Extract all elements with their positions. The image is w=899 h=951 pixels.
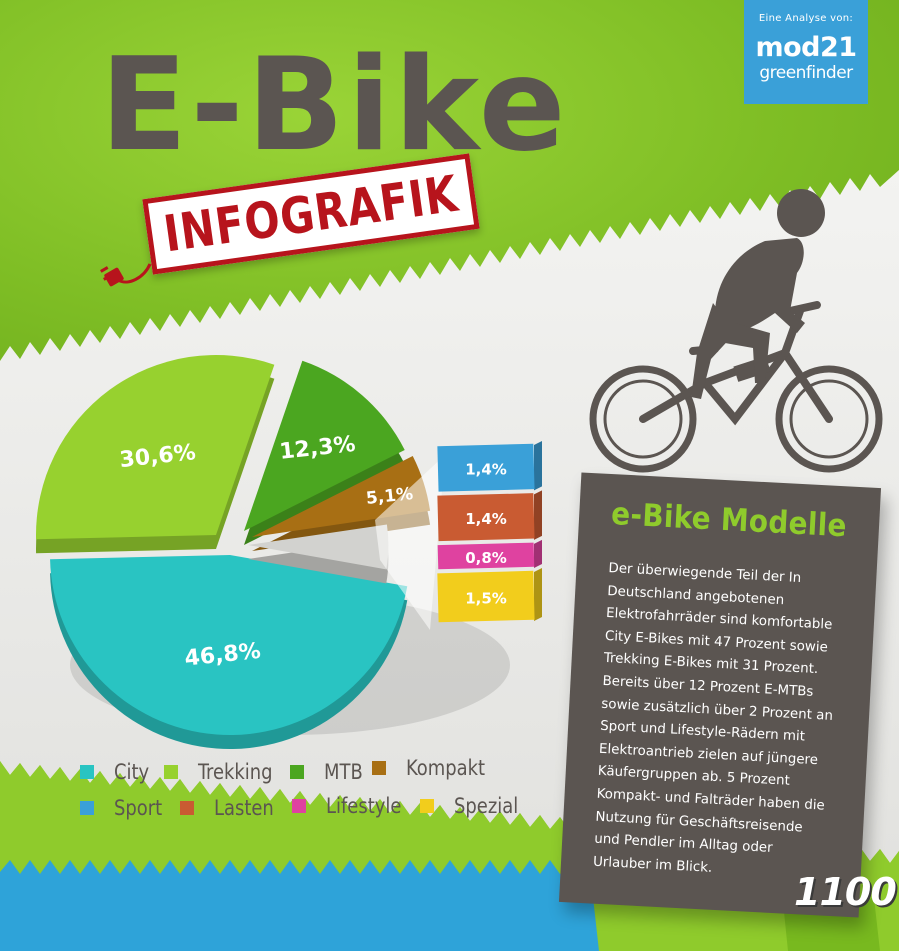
brand-logo-mod21: mod21 [755,32,857,63]
pie-slice-city [50,555,408,735]
breakout-bar-sport [437,443,535,492]
count-label: 1100 [794,870,897,914]
breakout-label-spezial: 1,5% [465,590,507,608]
breakout-label-sport: 1,4% [465,461,507,479]
brand-logo-greenfinder: greenfinder [759,63,853,83]
legend-label: Sport [114,796,163,820]
legend-swatch [164,765,178,779]
legend-label: MTB [324,760,363,784]
legend-label: Lasten [214,796,274,820]
legend-item-city: City [80,760,151,784]
legend-swatch [290,765,304,779]
legend-item-sport: Sport [80,796,165,820]
legend-item-mtb: MTB [290,760,365,784]
cyclist-icon [589,189,883,473]
legend-label: Kompakt [406,756,486,780]
legend-label: Trekking [198,760,273,784]
legend-label: Lifestyle [326,794,402,818]
legend-swatch [420,799,434,813]
pie-slice-mtb [244,360,405,531]
info-card: e-Bike Modelle Der überwiegende Teil der… [558,472,882,918]
legend-item-lifestyle: Lifestyle [292,794,405,818]
info-card-title: e-Bike Modelle [610,496,848,545]
pie-slice-trekking [36,355,275,540]
brand-intro: Eine Analyse von: [758,13,854,24]
pie-slice-other [248,524,389,570]
breakout-bar-side [534,568,542,621]
breakout-label-lifestyle: 0,8% [465,549,507,567]
legend-label: Spezial [454,794,519,818]
breakout-bar-side [534,490,542,540]
breakout-bar-side [534,441,542,491]
info-card-text: Der überwiegende Teil der In Deutschland… [592,560,834,876]
legend-item-kompakt: Kompakt [372,756,489,780]
breakout-label-lasten: 1,4% [465,510,507,528]
brand-logo-box: Eine Analyse von: mod21 greenfinder [744,0,868,104]
legend-swatch [180,801,194,815]
plug-icon [100,263,152,287]
blue-footer-band [0,860,599,951]
breakout-bar-lasten [437,493,535,542]
breakout-bar-lifestyle [437,542,535,570]
legend-item-trekking: Trekking [164,760,276,784]
breakout-bar-spezial [437,570,535,623]
page-title: E-Bike [100,31,569,180]
legend-label: City [114,760,150,784]
legend-swatch [292,799,306,813]
legend-swatch [372,761,386,775]
breakout-bar-side [534,539,542,569]
legend-item-spezial: Spezial [420,794,522,818]
legend-swatch [80,765,94,779]
legend-item-lasten: Lasten [180,796,277,820]
breakout-connector [375,455,445,630]
legend-swatch [80,801,94,815]
